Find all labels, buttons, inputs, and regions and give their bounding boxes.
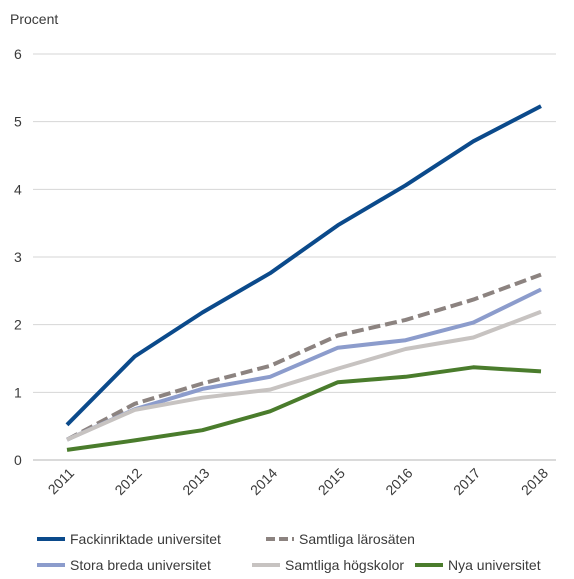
y-axis-title: Procent [10, 11, 58, 27]
series-line-3 [66, 309, 542, 442]
y-tick-label: 0 [14, 452, 22, 468]
y-tick-label: 3 [14, 249, 22, 265]
legend-label: Samtliga högskolor [285, 557, 404, 573]
y-tick-labels: 0 1 2 3 4 5 6 [14, 46, 22, 468]
legend-label: Nya universitet [448, 557, 541, 573]
legend-label: Stora breda universitet [70, 557, 211, 573]
x-tick-label: 2015 [315, 465, 348, 498]
series-lines [65, 104, 542, 452]
y-tick-label: 2 [14, 317, 22, 333]
x-tick-label: 2017 [450, 465, 483, 498]
x-tick-label: 2016 [382, 465, 415, 498]
series-line-1 [66, 272, 542, 442]
series-line-0 [65, 104, 542, 427]
series-line-4 [66, 365, 542, 452]
x-tick-labels: 2011 2012 2013 2014 2015 2016 2017 2018 [45, 465, 552, 498]
gridlines [33, 53, 556, 461]
legend: Fackinriktade universitet Samtliga lärosä… [37, 531, 541, 573]
x-tick-label: 2011 [45, 465, 78, 498]
x-tick-label: 2012 [111, 465, 144, 498]
series-line-2 [66, 287, 542, 442]
legend-label: Fackinriktade universitet [70, 531, 221, 547]
y-tick-label: 6 [14, 46, 22, 62]
x-tick-label: 2018 [518, 465, 551, 498]
x-tick-label: 2013 [179, 465, 212, 498]
y-tick-label: 4 [14, 181, 22, 197]
y-tick-label: 1 [14, 384, 22, 400]
x-tick-label: 2014 [247, 465, 280, 498]
legend-label: Samtliga lärosäten [299, 531, 415, 547]
y-tick-label: 5 [14, 114, 22, 130]
